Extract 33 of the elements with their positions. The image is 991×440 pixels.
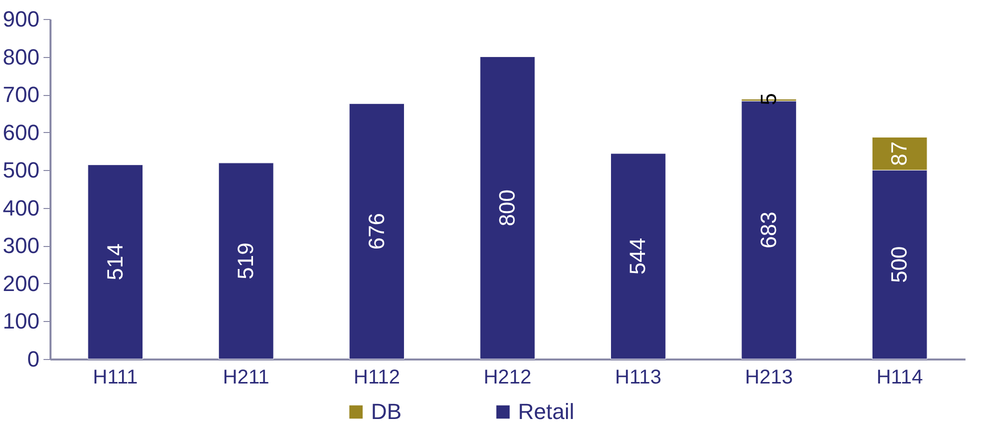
bar xyxy=(349,103,404,360)
data-label: 683 xyxy=(756,212,781,248)
y-tick-label: 0 xyxy=(27,346,40,372)
bar xyxy=(88,164,144,360)
x-tick-label: H112 xyxy=(354,366,400,388)
y-tick-label: 900 xyxy=(2,6,40,32)
y-tick-label: 700 xyxy=(2,82,40,108)
x-tick-label: H211 xyxy=(222,366,270,388)
x-tick-label: H114 xyxy=(876,366,923,388)
data-label: 544 xyxy=(625,238,650,275)
data-label: 519 xyxy=(233,242,258,280)
y-tick-label: 300 xyxy=(2,233,40,258)
bar xyxy=(610,153,666,360)
x-tick-label: H213 xyxy=(745,366,793,388)
x-tick-label: H111 xyxy=(92,366,138,388)
y-tick-label: 400 xyxy=(2,195,40,220)
data-label: 87 xyxy=(886,141,912,166)
legend-label: DB xyxy=(371,399,402,424)
data-label: 676 xyxy=(364,212,389,250)
x-tick-label: H212 xyxy=(484,366,532,388)
y-tick-label: 100 xyxy=(2,308,40,334)
legend-label: Retail xyxy=(518,399,574,424)
data-label: 800 xyxy=(494,190,520,226)
data-label: 514 xyxy=(102,244,128,280)
y-tick-label: 500 xyxy=(2,158,40,183)
data-label: 500 xyxy=(886,246,912,283)
y-tick-label: 200 xyxy=(2,270,40,296)
x-tick-label: H113 xyxy=(615,366,662,388)
bar xyxy=(480,56,536,360)
data-label: 5 xyxy=(756,92,781,106)
y-tick-label: 800 xyxy=(2,44,40,70)
y-tick-label: 600 xyxy=(2,120,40,145)
bar xyxy=(218,162,274,360)
